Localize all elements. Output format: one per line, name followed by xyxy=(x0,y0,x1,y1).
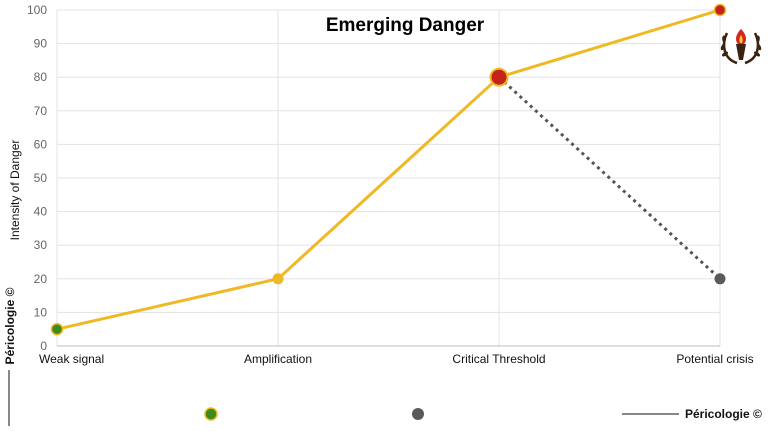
y-tick-label: 70 xyxy=(34,104,48,118)
bottom-credit: Péricologie © xyxy=(685,407,762,421)
series-layer xyxy=(50,3,727,336)
y-tick-label: 60 xyxy=(34,137,48,151)
side-credit: Péricologie © xyxy=(3,287,17,364)
x-tick-label: Amplification xyxy=(244,352,312,366)
x-tick-label: Weak signal xyxy=(39,352,104,366)
x-tick-label: Potential crisis xyxy=(676,352,753,366)
data-point xyxy=(272,273,284,285)
y-tick-label: 0 xyxy=(40,339,47,353)
legend-marker xyxy=(204,407,218,421)
legend xyxy=(204,407,424,421)
chart-title: Emerging Danger xyxy=(326,15,485,36)
y-tick-label: 80 xyxy=(34,70,48,84)
y-tick-label: 100 xyxy=(27,3,47,17)
torch-laurel-logo xyxy=(720,27,762,65)
data-point xyxy=(50,322,64,336)
data-point xyxy=(714,273,726,285)
y-tick-label: 20 xyxy=(34,272,48,286)
data-point xyxy=(489,67,509,87)
series-line-solid xyxy=(56,8,721,331)
y-tick-labels: 0 10 20 30 40 50 60 70 80 90 100 xyxy=(27,3,47,353)
legend-marker xyxy=(412,408,424,420)
x-tick-labels: Weak signal Amplification Critical Thresho… xyxy=(39,352,754,366)
y-tick-label: 40 xyxy=(34,205,48,219)
y-tick-label: 10 xyxy=(34,305,48,319)
series-line-dotted xyxy=(497,76,722,280)
data-point xyxy=(713,3,727,17)
y-tick-label: 50 xyxy=(34,171,48,185)
y-axis-title: Intensity of Danger xyxy=(8,140,22,241)
x-tick-label: Critical Threshold xyxy=(452,352,545,366)
y-tick-label: 30 xyxy=(34,238,48,252)
y-tick-label: 90 xyxy=(34,37,48,51)
